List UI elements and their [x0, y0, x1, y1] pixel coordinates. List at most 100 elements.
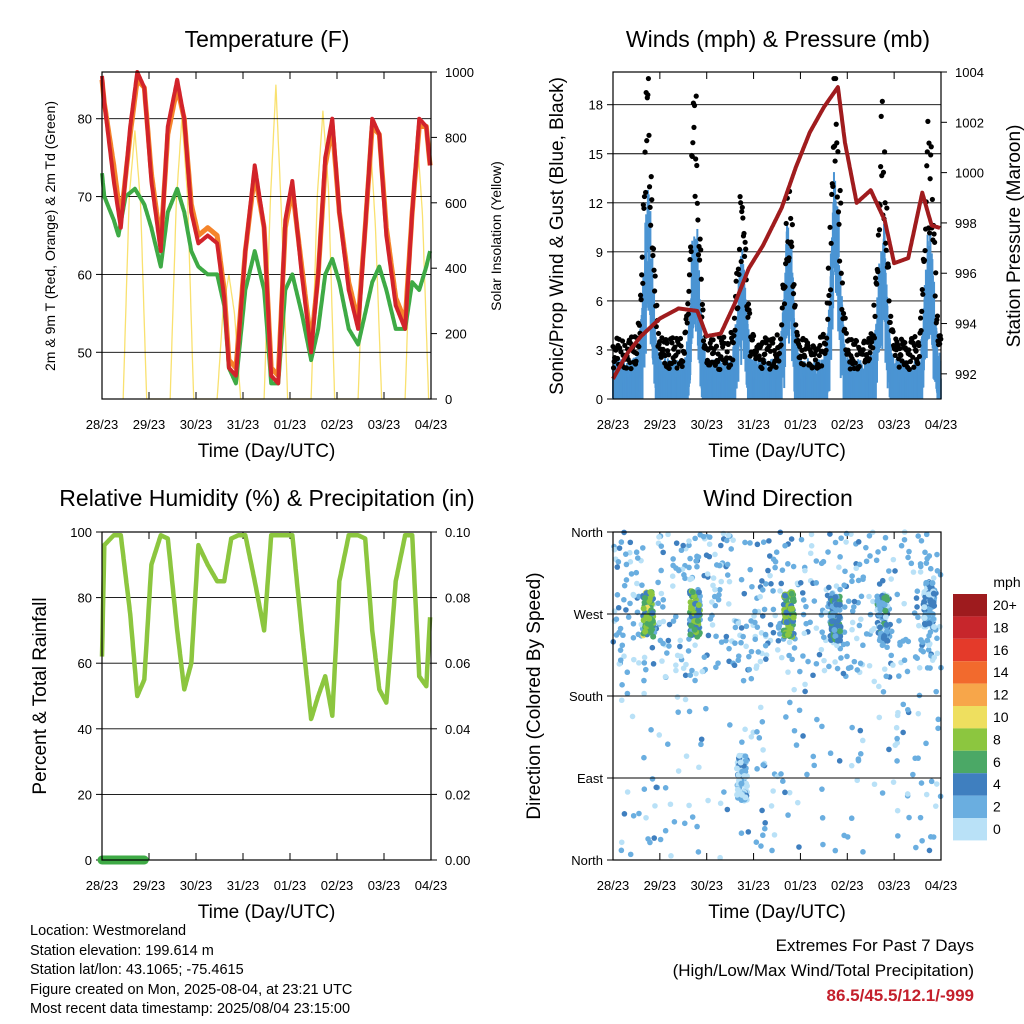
direction-point	[651, 835, 658, 841]
gust-point	[790, 291, 797, 297]
direction-point	[762, 642, 769, 649]
direction-point	[656, 732, 663, 738]
gust-point	[694, 200, 700, 206]
x-tick-label: 28/23	[86, 878, 119, 893]
gust-point	[633, 358, 639, 364]
direction-point	[640, 617, 647, 624]
direction-point	[667, 801, 674, 808]
gust-point	[907, 358, 914, 365]
direction-point	[698, 741, 704, 748]
gust-point	[918, 327, 924, 334]
direction-point	[617, 647, 624, 653]
recent-timestamp: Most recent data timestamp: 2025/08/04 2…	[30, 1001, 351, 1017]
plot-frame	[101, 71, 432, 400]
direction-point	[778, 654, 785, 661]
direction-point	[755, 649, 762, 655]
direction-point	[927, 834, 934, 840]
direction-point	[771, 832, 778, 838]
direction-point	[630, 635, 637, 641]
direction-point	[649, 776, 656, 782]
direction-point	[785, 561, 791, 567]
x-tick-label: 02/23	[831, 878, 864, 893]
direction-point	[884, 644, 890, 651]
direction-point	[837, 628, 844, 635]
direction-point	[641, 690, 647, 697]
direction-point	[650, 633, 657, 640]
direction-point	[923, 531, 930, 538]
direction-point	[930, 575, 937, 581]
gust-point	[838, 270, 844, 276]
direction-point	[777, 588, 783, 594]
direction-point	[926, 642, 932, 649]
direction-point	[914, 588, 921, 594]
direction-point	[619, 642, 626, 649]
direction-point	[624, 789, 631, 795]
direction-point	[707, 616, 714, 622]
x-tick-label: 30/23	[180, 417, 213, 432]
plot-frame	[612, 71, 942, 400]
gust-point	[770, 340, 776, 346]
x-tick-label: 01/23	[784, 878, 817, 893]
direction-point	[863, 544, 869, 551]
gust-point	[833, 121, 839, 127]
direction-point	[639, 545, 646, 551]
gust-point	[779, 305, 785, 311]
gust-point	[651, 267, 657, 273]
direction-point	[762, 631, 769, 638]
direction-point	[851, 604, 857, 610]
direction-point	[692, 677, 698, 684]
y-tick-label: 40	[78, 722, 92, 737]
direction-point	[650, 661, 657, 667]
gust-point	[771, 347, 777, 354]
gust-point	[819, 363, 825, 369]
direction-point	[629, 713, 636, 720]
gust-point	[852, 360, 858, 366]
direction-point	[619, 682, 625, 688]
direction-point	[716, 562, 723, 569]
gust-point	[685, 311, 691, 317]
y2-tick-label: 0.02	[445, 787, 470, 802]
direction-point	[706, 534, 713, 540]
y2-tick-label: 1004	[955, 65, 984, 80]
direction-point	[917, 569, 924, 575]
direction-point	[833, 601, 840, 608]
direction-point	[700, 533, 707, 540]
direction-point	[754, 766, 760, 772]
direction-point	[630, 812, 637, 819]
direction-point	[934, 568, 941, 574]
direction-point	[687, 672, 694, 679]
direction-point	[616, 629, 622, 636]
gust-point	[776, 358, 782, 364]
gust-point	[736, 246, 743, 252]
direction-point	[786, 789, 793, 796]
direction-point	[742, 753, 749, 760]
direction-point	[797, 668, 803, 675]
direction-point	[911, 610, 918, 616]
direction-point	[905, 554, 911, 561]
x-tick-label: 30/23	[180, 878, 213, 893]
gust-point	[743, 246, 749, 252]
x-tick-label: 03/23	[878, 878, 911, 893]
direction-point	[622, 551, 629, 557]
gust-point	[919, 308, 925, 314]
direction-point	[866, 532, 873, 539]
gust-point	[696, 257, 703, 263]
y-tick-label: 0	[85, 853, 92, 868]
direction-point	[905, 706, 911, 713]
gust-point	[678, 343, 684, 349]
direction-point	[641, 654, 648, 661]
gust-point	[890, 329, 896, 335]
x-tick-label: 28/23	[597, 878, 630, 893]
direction-point	[701, 654, 708, 660]
direction-point	[671, 819, 678, 825]
y-tick-label: 6	[596, 294, 603, 309]
y-tick-label: East	[577, 771, 603, 786]
y-axis-label: Percent & Total Rainfall	[30, 597, 51, 794]
direction-point	[819, 723, 825, 730]
direction-point	[791, 727, 798, 734]
x-tick-label: 03/23	[878, 417, 911, 432]
direction-point	[827, 750, 834, 757]
colorbar-swatch	[953, 638, 987, 662]
gust-point	[641, 193, 648, 200]
gust-point	[875, 232, 881, 238]
